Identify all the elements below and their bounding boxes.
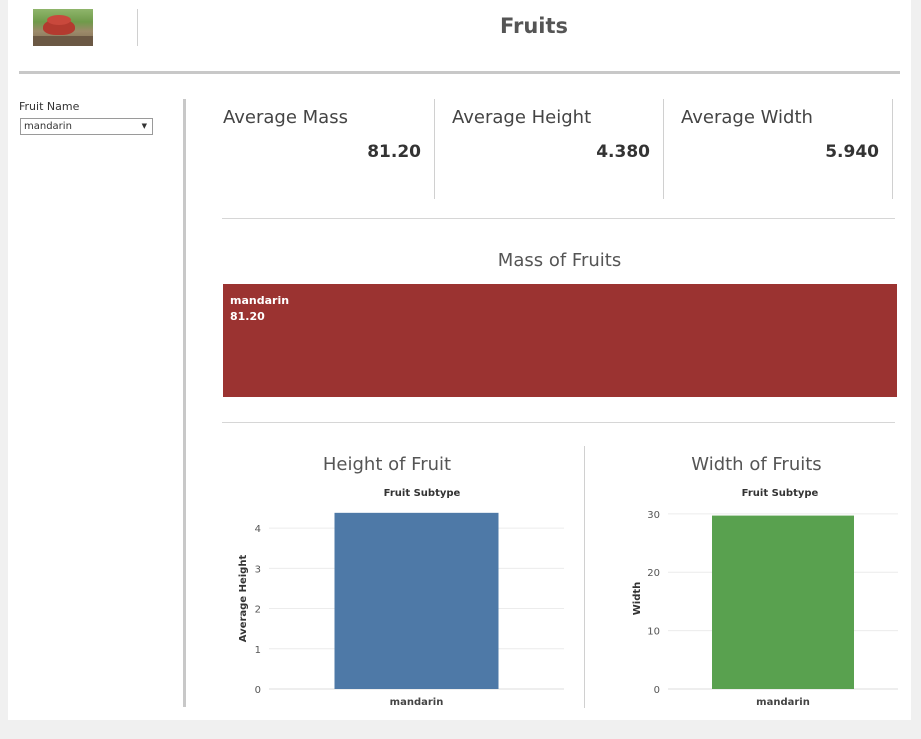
section-divider xyxy=(222,218,895,219)
y-axis-label: Average Height xyxy=(238,555,249,643)
height-chart-title: Height of Fruit xyxy=(322,454,452,475)
width-chart-title: Width of Fruits xyxy=(691,454,822,475)
y-tick-label: 10 xyxy=(647,627,660,638)
kpi-value: 81.20 xyxy=(367,142,421,162)
mass-block-label: mandarin xyxy=(230,294,290,307)
kpi-average-width: Average Width 5.940 xyxy=(681,99,895,199)
height-bar-chart: 0 1 2 3 4 mandarin Average Height xyxy=(238,512,564,708)
y-tick-label: 0 xyxy=(654,685,660,696)
y-tick-label: 4 xyxy=(255,524,261,535)
fruit-name-selected-value: mandarin xyxy=(24,121,72,132)
title-rule xyxy=(19,71,900,74)
kpi-average-height: Average Height 4.380 xyxy=(452,99,666,199)
y-tick-label: 2 xyxy=(255,605,261,616)
page-title: Fruits xyxy=(499,14,569,38)
y-tick-label: 0 xyxy=(255,685,261,696)
height-chart-subtitle: Fruit Subtype xyxy=(383,488,461,499)
y-tick-label: 30 xyxy=(647,510,660,521)
fruit-name-dropdown[interactable]: mandarin ▼ xyxy=(20,118,153,135)
mass-block-value: 81.20 xyxy=(230,310,265,323)
kpi-average-mass: Average Mass 81.20 xyxy=(223,99,437,199)
x-tick-label: mandarin xyxy=(756,697,810,708)
kpi-value: 4.380 xyxy=(596,142,650,162)
fruit-bowl-logo-image xyxy=(33,9,93,46)
kpi-divider xyxy=(434,99,435,199)
kpi-value: 5.940 xyxy=(825,142,879,162)
kpi-title: Average Height xyxy=(452,107,592,128)
header-divider xyxy=(137,9,138,46)
kpi-title: Average Width xyxy=(681,107,813,128)
kpi-divider xyxy=(892,99,893,199)
chevron-down-icon[interactable]: ▼ xyxy=(141,122,147,130)
y-axis-label: Width xyxy=(632,582,643,616)
kpi-title: Average Mass xyxy=(223,107,348,128)
kpi-divider xyxy=(663,99,664,199)
x-tick-label: mandarin xyxy=(390,697,444,708)
bar xyxy=(712,515,854,689)
width-bar-chart: 0 10 20 30 mandarin Width xyxy=(632,510,898,708)
chart-divider xyxy=(584,446,585,708)
bar xyxy=(334,512,499,689)
mass-treemap-block[interactable]: mandarin 81.20 xyxy=(223,284,897,397)
y-tick-label: 20 xyxy=(647,568,660,579)
y-tick-label: 3 xyxy=(255,564,261,575)
width-chart-subtitle: Fruit Subtype xyxy=(741,488,819,499)
y-tick-label: 1 xyxy=(255,645,261,656)
left-panel-divider xyxy=(183,99,186,707)
dashboard: Fruits Fruit Name mandarin ▼ Average Mas… xyxy=(8,0,911,720)
mass-chart-title: Mass of Fruits xyxy=(497,250,622,271)
filter-label: Fruit Name xyxy=(19,100,80,113)
section-divider xyxy=(222,422,895,423)
